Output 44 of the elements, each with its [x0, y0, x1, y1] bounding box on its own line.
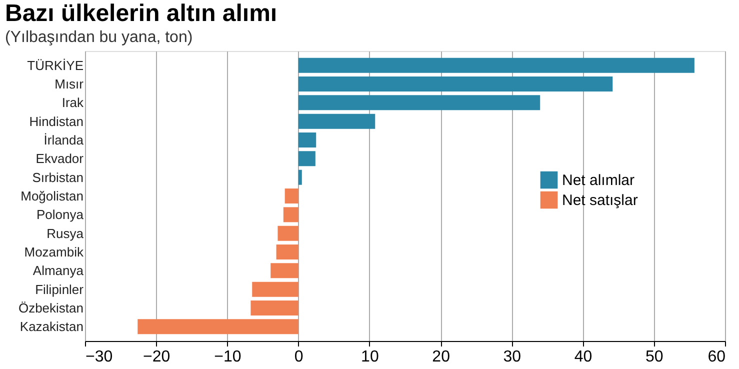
x-tick-label: 50: [645, 348, 664, 366]
y-tick-label: Hindistan: [29, 114, 84, 129]
bar: [298, 114, 376, 129]
x-tick-label: 40: [574, 348, 592, 366]
bar: [278, 226, 298, 241]
y-tick-label: Irak: [62, 95, 84, 110]
bar: [284, 188, 298, 204]
y-tick-label: Mozambik: [24, 244, 84, 260]
bar: [138, 319, 298, 334]
x-tick-label: 60: [708, 348, 726, 366]
bar: [298, 58, 694, 73]
chart-subtitle: (Yılbaşından bu yana, ton): [5, 29, 193, 46]
x-tick-label: 10: [361, 348, 379, 366]
y-tick-label: İrlanda: [44, 132, 84, 148]
y-tick-label: Sırbistan: [32, 170, 84, 185]
x-tick-label: −10: [214, 348, 242, 366]
bar: [298, 132, 316, 148]
y-tick-label: Ekvador: [36, 151, 84, 166]
bar: [298, 151, 316, 166]
y-tick-label: Kazakistan: [20, 319, 84, 334]
y-tick-label: Filipinler: [35, 282, 84, 297]
x-tick-label: −30: [86, 348, 113, 366]
legend-label: Net alımlar: [562, 172, 635, 189]
bar: [298, 76, 613, 92]
x-tick-label: −20: [143, 348, 170, 366]
bar: [276, 244, 298, 260]
chart-title: Bazı ülkelerin altın alımı: [5, 0, 278, 27]
bar: [250, 300, 298, 316]
y-tick-label: Mısır: [54, 76, 84, 92]
bar: [298, 170, 302, 185]
bar: [252, 282, 298, 297]
y-tick-label: Rusya: [46, 226, 84, 241]
y-tick-label: Özbekistan: [18, 300, 84, 316]
bar: [270, 263, 298, 278]
legend-label: Net satışlar: [562, 192, 638, 209]
y-tick-label: Moğolistan: [20, 188, 84, 204]
bar: [283, 207, 298, 222]
y-tick-label: TÜRKİYE: [27, 58, 84, 73]
bar: [298, 95, 540, 110]
x-tick-label: 20: [432, 348, 450, 366]
x-tick-label: 30: [503, 348, 522, 366]
y-tick-label: Almanya: [32, 263, 84, 278]
x-tick-label: 0: [294, 348, 304, 366]
y-tick-label: Polonya: [36, 207, 84, 222]
